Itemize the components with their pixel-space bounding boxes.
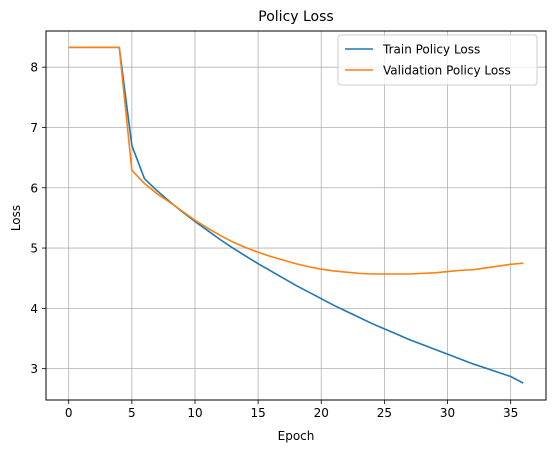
x-tick-label: 25 xyxy=(377,406,392,420)
x-tick-label: 5 xyxy=(128,406,136,420)
legend-box xyxy=(337,34,538,86)
x-tick-label: 30 xyxy=(440,406,455,420)
x-tick-label: 10 xyxy=(187,406,202,420)
tick-layer: 0 5 10 15 20 25 30 35 3 4 5 6 7 8 xyxy=(30,61,518,420)
y-axis-label: Loss xyxy=(9,205,23,231)
x-tick-label: 0 xyxy=(65,406,73,420)
validation-policy-loss-line xyxy=(68,46,524,275)
legend-label-train: Train Policy Loss xyxy=(382,43,480,57)
legend: Train Policy Loss Validation Policy Loss xyxy=(337,34,538,86)
legend-label-validation: Validation Policy Loss xyxy=(383,64,511,78)
y-tick-label: 8 xyxy=(30,61,38,75)
x-tick-label: 20 xyxy=(314,406,329,420)
y-tick-label: 3 xyxy=(30,362,38,376)
x-tick-label: 35 xyxy=(503,406,518,420)
y-tick-label: 4 xyxy=(30,302,38,316)
train-policy-loss-line xyxy=(68,46,524,384)
y-tick-label: 7 xyxy=(30,121,38,135)
x-tick-label: 15 xyxy=(250,406,265,420)
plot-frame xyxy=(45,30,547,401)
y-tick-label: 5 xyxy=(30,242,38,256)
y-tick-label: 6 xyxy=(30,181,38,195)
x-axis-label: Epoch xyxy=(278,429,315,443)
series-layer xyxy=(68,46,524,384)
chart-title: Policy Loss xyxy=(258,9,333,25)
grid-layer xyxy=(46,31,546,400)
